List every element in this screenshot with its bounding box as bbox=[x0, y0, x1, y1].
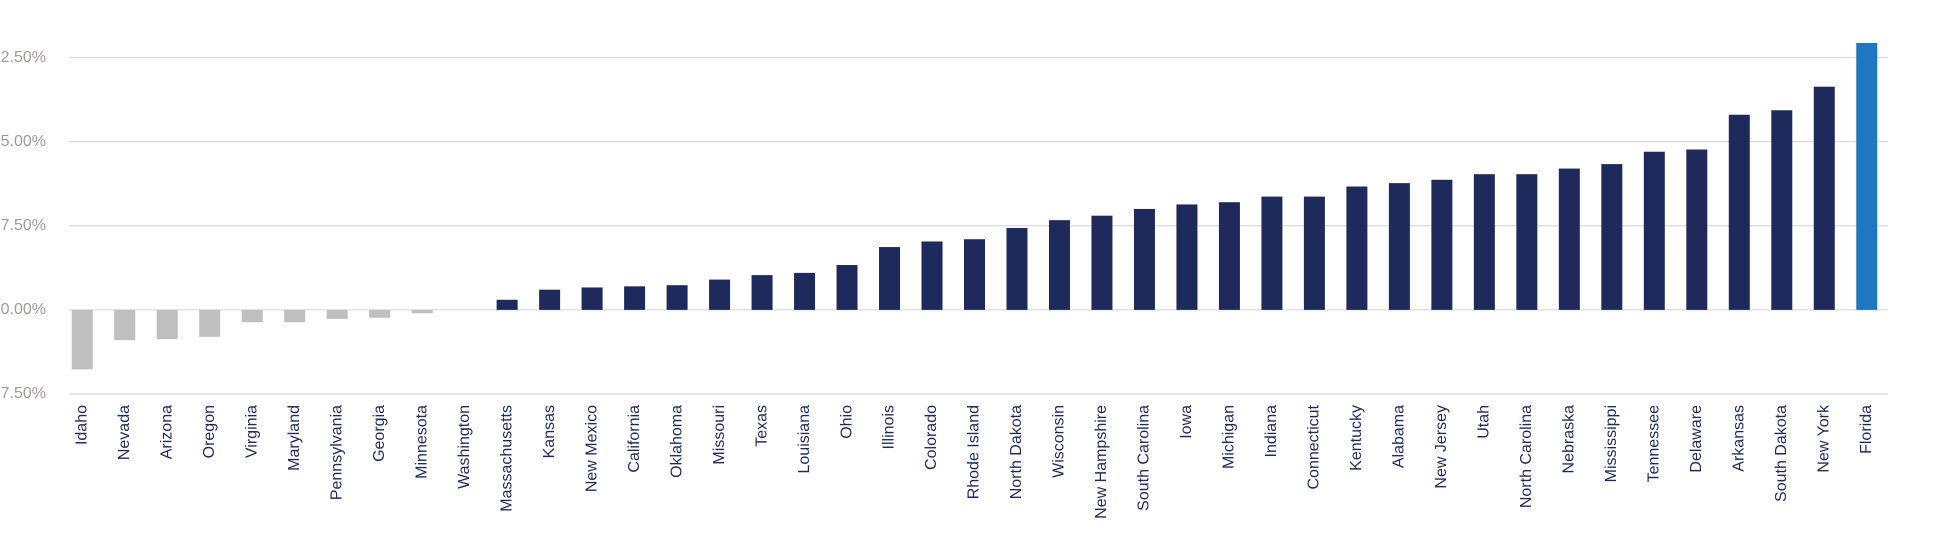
y-tick-label: 0.00% bbox=[1, 301, 46, 318]
bar bbox=[624, 286, 646, 310]
x-tick-label: Missouri bbox=[711, 405, 728, 465]
x-tick-label: North Carolina bbox=[1518, 405, 1535, 508]
bar bbox=[1261, 196, 1283, 310]
bar bbox=[1601, 164, 1623, 310]
bar bbox=[666, 285, 688, 310]
x-tick-label: Indiana bbox=[1263, 405, 1280, 458]
bar bbox=[1048, 220, 1070, 310]
bar bbox=[1133, 208, 1155, 310]
x-tick-label: South Carolina bbox=[1136, 405, 1153, 511]
bar bbox=[1558, 168, 1580, 310]
x-tick-label: Utah bbox=[1476, 405, 1493, 439]
bar bbox=[1643, 151, 1665, 310]
x-tick-label: Minnesota bbox=[413, 405, 430, 479]
y-tick-label: 7.50% bbox=[1, 217, 46, 234]
bar bbox=[1728, 114, 1750, 310]
bar bbox=[921, 241, 943, 310]
bar bbox=[1006, 228, 1028, 310]
bar bbox=[411, 309, 433, 314]
x-tick-label: Washington bbox=[456, 405, 473, 489]
x-tick-label: Maryland bbox=[286, 405, 303, 471]
x-tick-label: Nebraska bbox=[1561, 405, 1578, 474]
bar bbox=[199, 309, 221, 337]
x-tick-label: Ohio bbox=[838, 405, 855, 439]
bar bbox=[114, 309, 136, 341]
x-tick-label: Rhode Island bbox=[966, 405, 983, 499]
bar bbox=[1431, 179, 1453, 310]
x-tick-label: Iowa bbox=[1178, 405, 1195, 439]
x-tick-label: Georgia bbox=[371, 405, 388, 462]
bar bbox=[1218, 202, 1240, 310]
x-tick-label: Oregon bbox=[201, 405, 218, 458]
bar bbox=[836, 265, 858, 310]
bar bbox=[369, 309, 391, 318]
bar bbox=[1473, 174, 1495, 310]
x-tick-label: Idaho bbox=[73, 405, 90, 445]
x-tick-label: Connecticut bbox=[1306, 404, 1323, 489]
bar bbox=[1303, 196, 1325, 310]
y-tick-label: 15.00% bbox=[0, 133, 46, 150]
bar bbox=[1686, 149, 1708, 310]
x-tick-label: California bbox=[626, 405, 643, 473]
bar bbox=[71, 309, 93, 370]
x-tick-label: Kentucky bbox=[1348, 405, 1365, 471]
x-tick-label: Nevada bbox=[116, 405, 133, 460]
bar bbox=[1771, 110, 1793, 310]
x-tick-label: Massachusetts bbox=[498, 405, 515, 512]
x-tick-label: North Dakota bbox=[1008, 405, 1025, 499]
bar bbox=[1856, 42, 1878, 310]
x-tick-label: Arizona bbox=[158, 405, 175, 459]
bar bbox=[709, 279, 731, 310]
x-tick-label: Mississippi bbox=[1603, 405, 1620, 482]
bar bbox=[1813, 86, 1835, 310]
bar bbox=[539, 289, 561, 310]
x-tick-label: South Dakota bbox=[1773, 405, 1790, 502]
x-tick-label: Alabama bbox=[1391, 405, 1408, 468]
bar bbox=[1388, 183, 1410, 310]
bar bbox=[496, 299, 518, 310]
bar bbox=[326, 309, 348, 319]
bar bbox=[879, 247, 901, 310]
bar bbox=[1346, 186, 1368, 310]
bar bbox=[284, 309, 306, 323]
bar bbox=[156, 309, 178, 340]
bar bbox=[794, 272, 816, 310]
bar bbox=[751, 275, 773, 310]
x-tick-label: Arkansas bbox=[1731, 405, 1748, 472]
x-tick-label: Tennessee bbox=[1646, 405, 1663, 482]
y-tick-label: -7.50% bbox=[0, 385, 46, 402]
x-tick-label: Illinois bbox=[881, 405, 898, 449]
x-tick-label: Oklahoma bbox=[668, 405, 685, 478]
x-tick-label: Florida bbox=[1858, 405, 1875, 454]
x-tick-label: Colorado bbox=[923, 405, 940, 470]
bar bbox=[1176, 204, 1198, 310]
x-tick-label: New Hampshire bbox=[1093, 405, 1110, 519]
bar bbox=[241, 309, 263, 323]
x-tick-label: New Jersey bbox=[1433, 405, 1450, 489]
x-tick-label: Delaware bbox=[1688, 405, 1705, 473]
bar bbox=[964, 239, 985, 310]
x-tick-label: Kansas bbox=[541, 405, 558, 458]
x-tick-label: New Mexico bbox=[583, 405, 600, 492]
x-tick-label: Michigan bbox=[1221, 405, 1238, 469]
y-tick-label: 22.50% bbox=[0, 49, 46, 66]
x-tick-label: Wisconsin bbox=[1051, 405, 1068, 478]
bar bbox=[1091, 215, 1113, 310]
x-tick-label: Pennsylvania bbox=[328, 405, 345, 500]
bar bbox=[581, 287, 603, 310]
x-tick-label: New York bbox=[1815, 404, 1832, 473]
x-tick-label: Virginia bbox=[243, 405, 260, 458]
x-tick-label: Texas bbox=[753, 405, 770, 447]
x-tick-label: Louisiana bbox=[796, 405, 813, 474]
bar bbox=[1516, 174, 1538, 310]
